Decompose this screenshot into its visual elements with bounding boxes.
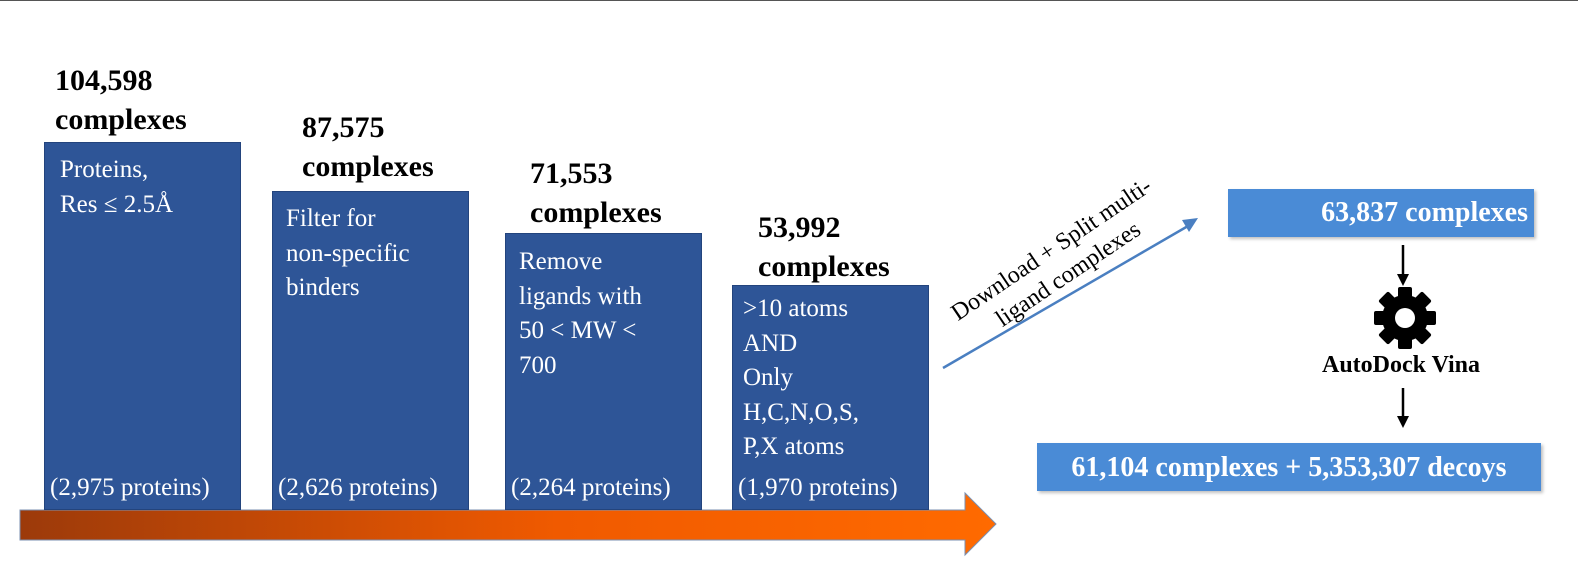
result-box-label: 63,837 complexes: [1321, 197, 1528, 228]
gear-icon: [1374, 287, 1436, 349]
stage-1-count: 104,598 complexes: [55, 64, 187, 136]
stage-4-box: >10 atoms AND Only H,C,N,O,S, P,X atoms …: [732, 285, 929, 510]
stage-2-box: Filter for non-specific binders (2,626 p…: [272, 191, 469, 510]
pipeline-arrow: [19, 491, 997, 557]
result-box: 63,837 complexes: [1228, 189, 1534, 237]
stage-3-count: 71,553 complexes: [530, 157, 662, 229]
down-arrowhead-1: [1397, 274, 1409, 286]
stage-2-proteins: (2,626 proteins): [278, 474, 438, 501]
down-arrowhead-2: [1397, 416, 1409, 428]
docking-tool-label: AutoDock Vina: [1322, 352, 1481, 378]
final-box-label: 61,104 complexes + 5,353,307 decoys: [1071, 452, 1507, 483]
stage-3-box: Remove ligands with 50 < MW < 700 (2,264…: [505, 233, 702, 510]
stage-4-count: 53,992 complexes: [758, 211, 890, 283]
diagonal-arrowhead: [1182, 218, 1198, 232]
diagonal-arrow: [942, 224, 1189, 370]
stage-3-description: Remove ligands with 50 < MW < 700: [519, 248, 642, 379]
stage-4-description: >10 atoms AND Only H,C,N,O,S, P,X atoms: [743, 295, 859, 460]
final-box: 61,104 complexes + 5,353,307 decoys: [1037, 443, 1541, 491]
stage-1-box: Proteins, Res ≤ 2.5Å (2,975 proteins): [44, 142, 241, 510]
stage-2-description: Filter for non-specific binders: [286, 205, 410, 301]
stage-1-description: Proteins, Res ≤ 2.5Å: [60, 156, 174, 218]
stage-3-proteins: (2,264 proteins): [511, 474, 671, 501]
stage-4-proteins: (1,970 proteins): [738, 474, 898, 501]
stage-2-count: 87,575 complexes: [302, 111, 434, 183]
stage-1-proteins: (2,975 proteins): [50, 474, 210, 501]
top-border: [0, 0, 1578, 1]
